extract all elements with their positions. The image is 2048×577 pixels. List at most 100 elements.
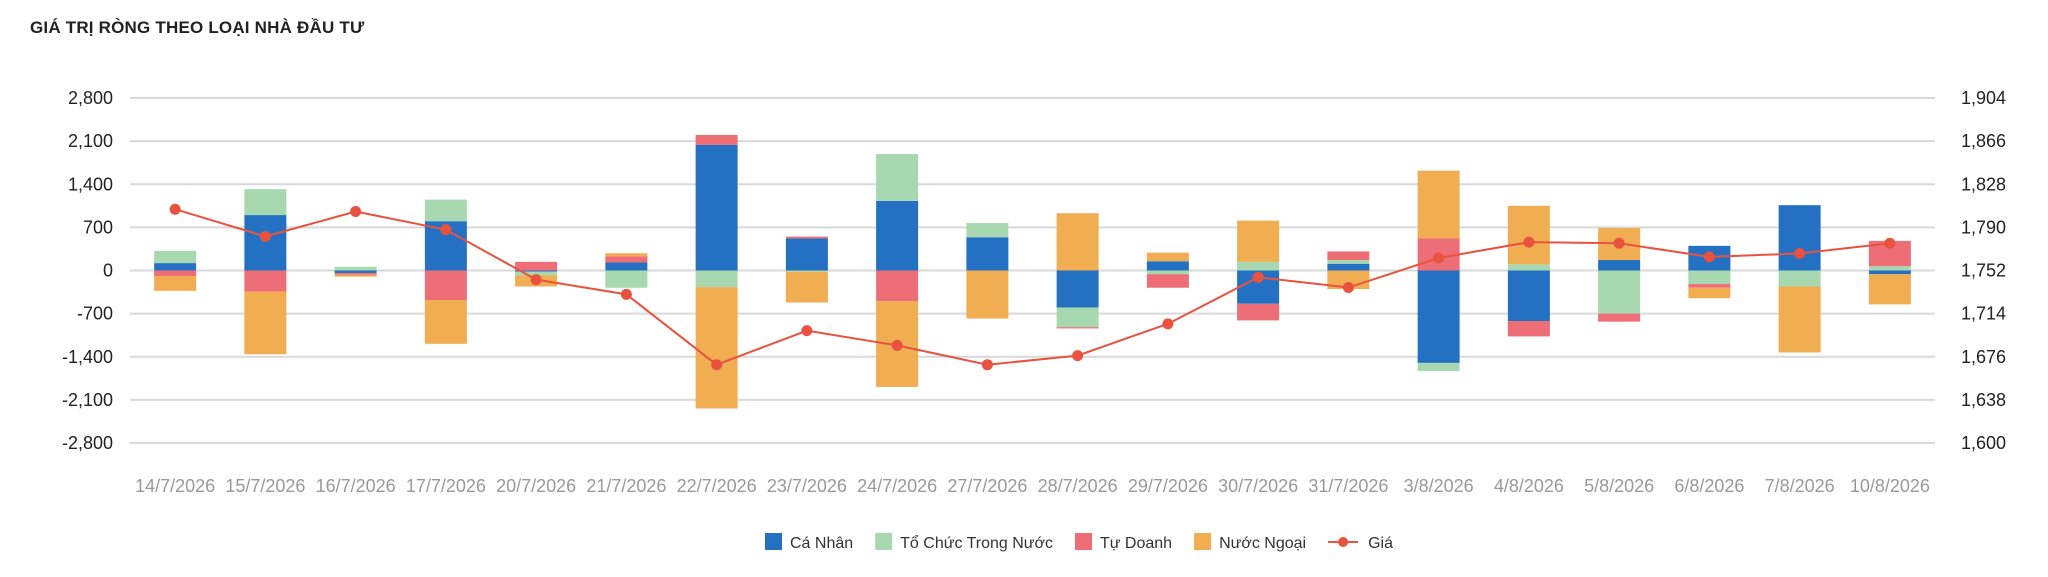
bar-segment: [1598, 270, 1641, 314]
x-axis-tick-label: 10/8/2026: [1850, 476, 1930, 496]
bar-segment: [1417, 270, 1460, 363]
bar-segment: [1417, 362, 1460, 371]
bar-segment: [1507, 205, 1550, 265]
chart-title: GIÁ TRỊ RÒNG THEO LOẠI NHÀ ĐẦU TƯ: [30, 18, 365, 37]
y2-axis-tick-label: 1,600: [1961, 433, 2006, 453]
price-point: [1252, 271, 1264, 283]
price-point: [981, 359, 993, 371]
y-axis-tick-label: -1,400: [62, 347, 113, 367]
y-axis-tick-label: -2,100: [62, 390, 113, 410]
x-axis-tick-label: 15/7/2026: [225, 476, 305, 496]
legend-marker: [1338, 537, 1349, 547]
bar-segment: [424, 199, 467, 222]
bar-segment: [876, 154, 919, 201]
price-point: [350, 205, 362, 217]
price-line-path: [174, 208, 1890, 366]
legend-swatch: [765, 533, 782, 550]
legend-label: Tổ Chức Trong Nước: [900, 534, 1053, 552]
y-axis-tick-label: -700: [77, 304, 113, 324]
price-point: [1523, 236, 1535, 248]
bar-segment: [1868, 274, 1911, 305]
x-axis-tick-label: 3/8/2026: [1404, 476, 1474, 496]
legend-swatch: [1194, 533, 1212, 550]
price-point: [1162, 318, 1174, 330]
x-axis-tick-label: 20/7/2026: [496, 476, 576, 496]
bar-segment: [1688, 284, 1731, 288]
bar-segment: [695, 270, 738, 288]
bar-segment: [154, 276, 197, 291]
bar-segment: [1237, 220, 1280, 262]
bar-segment: [605, 270, 648, 288]
bar-segment: [695, 144, 738, 271]
price-point: [891, 339, 903, 351]
y2-axis-tick-label: 1,866: [1961, 131, 2006, 151]
bar-segment: [154, 270, 197, 277]
bar-segment: [1327, 260, 1370, 264]
bar-segment: [785, 238, 828, 271]
bar-segment: [1237, 261, 1280, 271]
bar-segment: [966, 223, 1009, 238]
y-axis-tick-label: 1,400: [68, 174, 113, 194]
bar-segment: [1146, 270, 1189, 275]
y2-axis-tick-label: 1,790: [1961, 217, 2006, 237]
y-axis-tick-label: 2,800: [68, 88, 113, 108]
y2-axis-tick-label: 1,676: [1961, 347, 2006, 367]
bar-segment: [515, 270, 558, 272]
bar-segment: [605, 256, 648, 263]
bar-segment: [1417, 170, 1460, 239]
bar-segment: [1688, 270, 1731, 285]
bar-segment: [334, 266, 377, 271]
bar-segment: [334, 270, 377, 273]
bar-segment: [1146, 252, 1189, 262]
bar-segment: [334, 272, 377, 275]
bar-segment: [966, 270, 1009, 319]
bar-segment: [605, 253, 648, 257]
y-axis-tick-label: -2,800: [62, 433, 113, 453]
bar-segment: [1868, 270, 1911, 275]
bar-segment: [695, 134, 738, 145]
y2-axis-tick-label: 1,904: [1961, 88, 2006, 108]
bar-segment: [424, 300, 467, 344]
legend-label: Tự Doanh: [1100, 535, 1172, 552]
bar-segment: [1598, 313, 1641, 322]
price-point: [1884, 237, 1896, 249]
bar-segment: [1507, 321, 1550, 337]
bar-segment: [876, 270, 919, 302]
y2-axis-tick-label: 1,638: [1961, 390, 2006, 410]
x-axis-tick-label: 5/8/2026: [1584, 476, 1654, 496]
x-axis-tick-label: 7/8/2026: [1765, 476, 1835, 496]
bar-segment: [244, 291, 287, 355]
bar-segment: [785, 236, 828, 239]
x-axis-tick-label: 29/7/2026: [1128, 476, 1208, 496]
bar-segment: [515, 261, 558, 271]
price-point: [1433, 252, 1445, 264]
bar-segment: [1146, 274, 1189, 288]
price-point: [440, 224, 452, 236]
y-axis-tick-label: 0: [103, 261, 113, 281]
legend-swatch: [875, 533, 893, 550]
bar-segment: [876, 200, 919, 271]
bar-segment: [154, 263, 197, 271]
y2-axis-tick-label: 1,828: [1961, 174, 2006, 194]
bar-segment: [1868, 266, 1911, 271]
bar-segment: [1778, 270, 1821, 287]
price-point: [1794, 247, 1806, 259]
bar-segment: [1327, 251, 1370, 261]
price-point: [1342, 282, 1354, 294]
bar-segment: [1056, 270, 1099, 308]
y-axis-tick-label: 700: [83, 217, 113, 237]
legend: Cá Nhân Tổ Chức Trong Nước Tự Doanh Nước Ng…: [765, 533, 1393, 552]
price-point: [1703, 251, 1715, 263]
y-axis-tick-label: 2,100: [68, 131, 113, 151]
legend-label: Nước Ngoại: [1219, 535, 1306, 552]
x-axis-tick-label: 22/7/2026: [677, 476, 757, 496]
price-point: [620, 288, 632, 300]
axes: 2,800 1,904 2,100 1,866 1,400 1,828 700 1,790 0 1…: [62, 88, 2006, 496]
x-axis-tick-label: 28/7/2026: [1038, 476, 1118, 496]
x-axis-tick-label: 21/7/2026: [586, 476, 666, 496]
bar-segment: [1056, 307, 1099, 328]
price-point: [259, 230, 271, 242]
bar-segment: [244, 215, 287, 271]
gridlines: [130, 97, 1935, 444]
price-point: [530, 274, 542, 286]
